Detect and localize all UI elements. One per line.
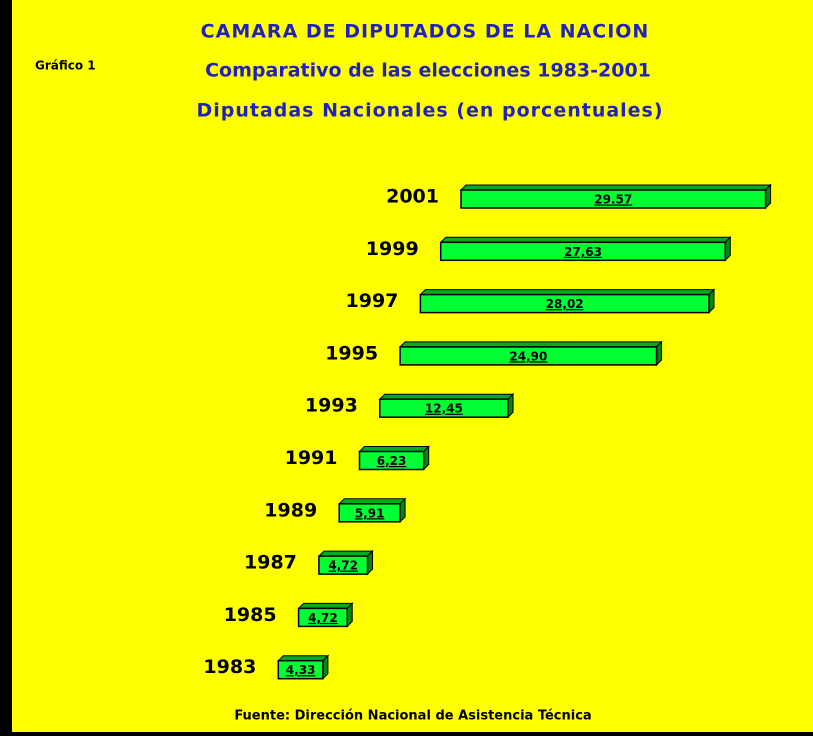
bar bbox=[297, 607, 348, 628]
y-tick-label: 2001 bbox=[386, 186, 439, 208]
figure-label: Gráfico 1 bbox=[35, 59, 96, 73]
y-tick-label: 1997 bbox=[346, 290, 399, 312]
data-label: 24,90 bbox=[509, 349, 547, 363]
data-label: 4,72 bbox=[308, 611, 338, 625]
y-tick-label: 1989 bbox=[264, 499, 317, 521]
bar bbox=[318, 555, 369, 575]
data-label: 6,23 bbox=[377, 454, 407, 468]
background bbox=[12, 0, 813, 732]
bar bbox=[379, 398, 509, 418]
y-tick-label: 1995 bbox=[325, 342, 378, 364]
data-label: 4,33 bbox=[286, 663, 316, 677]
bar bbox=[277, 659, 324, 680]
data-label: 27,63 bbox=[564, 245, 602, 259]
chart-label: Diputadas Nacionales (en porcentuales) bbox=[196, 100, 663, 122]
chart-title: CAMARA DE DIPUTADOS DE LA NACION bbox=[201, 21, 650, 43]
bar bbox=[399, 346, 658, 366]
data-label: 29.57 bbox=[594, 193, 632, 207]
y-tick-label: 1991 bbox=[285, 447, 338, 469]
data-label: 28,02 bbox=[546, 297, 584, 311]
y-tick-label: 1983 bbox=[203, 656, 256, 678]
y-tick-label: 1999 bbox=[366, 238, 419, 260]
bar bbox=[358, 450, 425, 471]
data-label: 5,91 bbox=[355, 506, 385, 520]
source: Fuente: Dirección Nacional de Asistencia… bbox=[234, 709, 591, 724]
y-tick-label: 1985 bbox=[224, 604, 277, 626]
bar bbox=[419, 293, 710, 314]
data-label: 12,45 bbox=[425, 402, 463, 416]
bar bbox=[460, 189, 767, 209]
chart-subtitle: Comparativo de las elecciones 1983-2001 bbox=[205, 60, 651, 82]
data-label: 4,72 bbox=[328, 559, 358, 573]
bar bbox=[439, 241, 727, 262]
bar bbox=[338, 503, 401, 523]
y-tick-label: 1993 bbox=[305, 395, 358, 417]
y-tick-label: 1987 bbox=[244, 552, 297, 574]
